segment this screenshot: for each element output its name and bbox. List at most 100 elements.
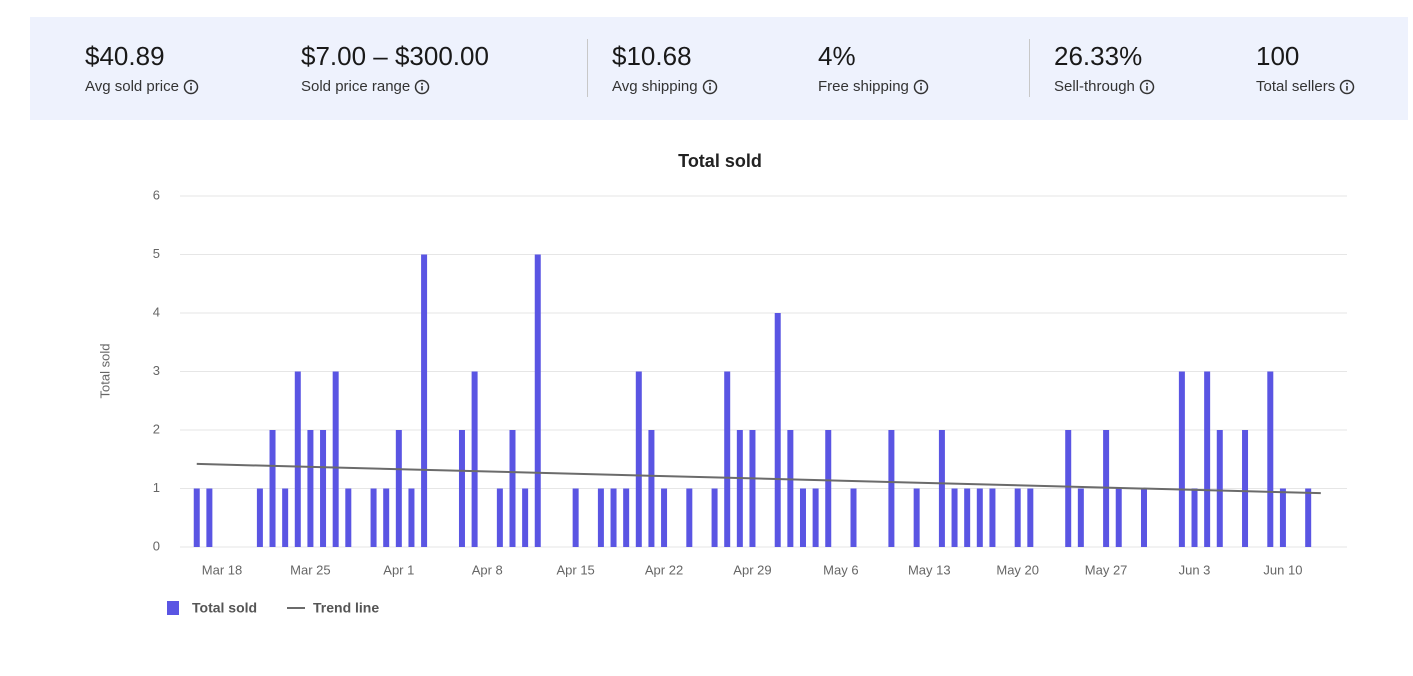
bar — [635, 371, 642, 547]
bar — [976, 488, 983, 547]
stat-value: 26.33% — [1054, 41, 1143, 71]
x-tick-label: Mar 18 — [202, 562, 242, 577]
bar — [913, 488, 920, 547]
x-tick-label: May 20 — [996, 562, 1039, 577]
info-dot — [708, 82, 711, 85]
divider — [1029, 39, 1030, 97]
info-dot — [421, 82, 424, 85]
bar — [989, 488, 996, 547]
stat: 26.33% Sell-through — [1054, 41, 1155, 95]
y-tick-label: 2 — [153, 421, 160, 436]
y-tick-label: 0 — [153, 538, 160, 553]
bar — [1279, 488, 1286, 547]
bar — [370, 488, 377, 547]
info-icon[interactable] — [913, 79, 929, 95]
info-dot — [1346, 82, 1349, 85]
bar — [307, 430, 314, 547]
bar — [193, 488, 200, 547]
bar — [522, 488, 529, 547]
stat: $7.00 – $300.00 Sold price range — [301, 41, 489, 95]
x-tick-label: Jun 10 — [1263, 562, 1302, 577]
bar — [395, 430, 402, 547]
legend-swatch — [167, 601, 179, 615]
bar — [534, 254, 541, 547]
bar — [648, 430, 655, 547]
info-circle — [913, 79, 929, 94]
info-icon[interactable] — [183, 79, 199, 95]
bar — [799, 488, 806, 547]
x-tick-label: May 27 — [1085, 562, 1128, 577]
bar — [812, 488, 819, 547]
x-tick-label: May 6 — [823, 562, 858, 577]
stat-label-row: Sell-through — [1054, 78, 1155, 95]
x-tick-label: Apr 22 — [645, 562, 683, 577]
bar — [661, 488, 668, 547]
stat: $40.89 Avg sold price — [85, 41, 199, 95]
info-dot — [189, 82, 192, 85]
stat-value: $40.89 — [85, 41, 165, 71]
bar — [597, 488, 604, 547]
bar — [1065, 430, 1072, 547]
bar — [736, 430, 743, 547]
stat-label: Sell-through — [1054, 78, 1135, 95]
x-tick-label: Apr 15 — [556, 562, 594, 577]
bar — [269, 430, 276, 547]
info-icon[interactable] — [702, 79, 718, 95]
stat-value: $10.68 — [612, 41, 692, 71]
bar — [686, 488, 693, 547]
bar — [724, 371, 731, 547]
bar — [938, 430, 945, 547]
bar — [408, 488, 415, 547]
stat: 100 Total sellers — [1256, 41, 1355, 95]
stat-label-row: Avg sold price — [85, 78, 199, 95]
chart-title: Total sold — [678, 151, 762, 171]
bar — [888, 430, 895, 547]
y-tick-label: 5 — [153, 246, 160, 261]
bar — [825, 430, 832, 547]
legend-label: Total sold — [192, 600, 257, 616]
y-tick-label: 4 — [153, 304, 160, 319]
y-tick-label: 6 — [153, 187, 160, 202]
stats-panel: $40.89 Avg sold price $7.00 – $300.00 Sold … — [30, 17, 1408, 120]
bar — [509, 430, 516, 547]
stat-label-row: Sold price range — [301, 78, 489, 95]
stat-label: Free shipping — [818, 78, 909, 95]
x-tick-label: Apr 8 — [472, 562, 503, 577]
bar — [610, 488, 617, 547]
stat-label: Avg shipping — [612, 78, 698, 95]
bar — [294, 371, 301, 547]
bar — [471, 371, 478, 547]
info-circle — [702, 79, 717, 94]
bar — [774, 313, 781, 547]
bar — [282, 488, 289, 547]
info-icon[interactable] — [414, 79, 430, 95]
x-tick-label: Apr 29 — [733, 562, 771, 577]
stat-label: Total sellers — [1256, 78, 1336, 95]
bar — [1216, 430, 1223, 547]
bar — [964, 488, 971, 547]
legend-label: Trend line — [313, 600, 379, 616]
bar — [256, 488, 263, 547]
stat-label: Avg sold price — [85, 78, 179, 95]
x-tick-label: Mar 25 — [290, 562, 330, 577]
bar — [458, 430, 465, 547]
y-tick-label: 3 — [153, 363, 160, 378]
stat-label-row: Avg shipping — [612, 78, 718, 95]
bar — [1242, 430, 1249, 547]
info-circle — [183, 79, 199, 94]
bar — [421, 254, 428, 547]
info-circle — [414, 79, 430, 94]
bar — [572, 488, 579, 547]
info-icon[interactable] — [1339, 79, 1355, 95]
y-tick-label: 1 — [153, 480, 160, 495]
stat: 4% Free shipping — [818, 41, 929, 95]
bar — [850, 488, 857, 547]
bar — [1027, 488, 1034, 547]
bar — [1014, 488, 1021, 547]
info-icon[interactable] — [1139, 79, 1155, 95]
bar — [787, 430, 794, 547]
bar — [332, 371, 339, 547]
bar — [951, 488, 958, 547]
